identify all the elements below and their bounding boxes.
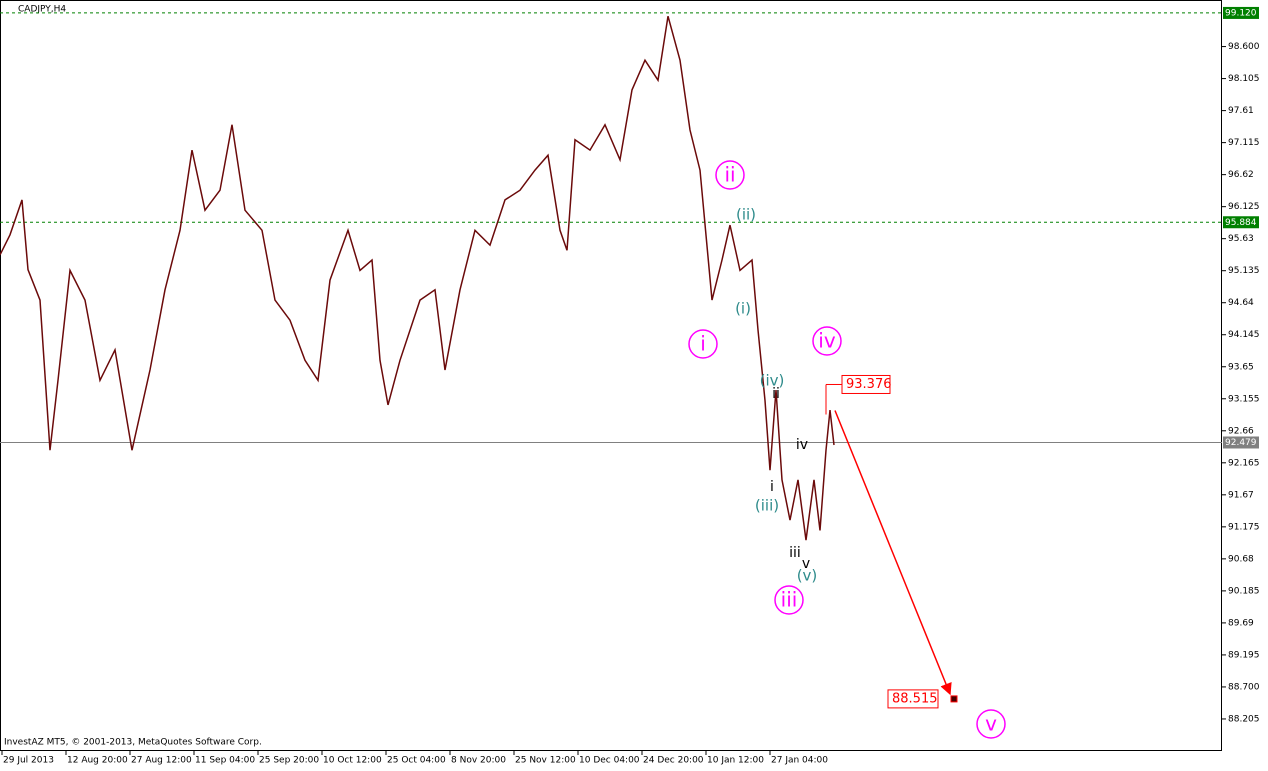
x-tick-label: 10 Dec 04:00 [579,756,640,766]
y-tick-label: 95.63 [1228,234,1254,244]
x-tick-label: 27 Aug 12:00 [131,756,192,766]
wave-label: (iii) [755,497,779,515]
wave-label: iv [818,329,836,353]
price-line-series [0,16,835,541]
chart-title: CADJPY,H4 [18,5,66,15]
x-tick-label: 8 Nov 20:00 [451,756,506,766]
y-tick-label: 88.205 [1228,714,1260,724]
projection-from-label: 93.376 [846,377,892,392]
x-tick-label: 25 Nov 12:00 [515,756,576,766]
wave-label: iii [781,588,798,612]
projection-to-label: 88.515 [892,691,938,706]
x-tick-label: 27 Jan 04:00 [771,756,828,766]
y-tick-label: 95.135 [1228,266,1260,276]
wave-label: (v) [797,567,818,585]
wave-label: i [700,332,706,356]
price-label: 95.884 [1225,218,1257,228]
x-tick-label: 12 Aug 20:00 [67,756,128,766]
wave-label: iii [789,545,801,561]
y-tick-label: 93.155 [1228,394,1260,404]
y-tick-label: 94.64 [1228,298,1254,308]
wave-label: iv [796,437,808,453]
projection-arrow [834,410,952,696]
plot-frame [0,0,1222,751]
y-tick-label: 92.165 [1228,458,1260,468]
wave-label: (i) [735,300,751,318]
wave-circle [812,326,842,356]
y-tick-label: 92.66 [1228,426,1254,436]
projection-to-box [887,689,939,709]
price-label: 92.479 [1225,438,1257,448]
y-tick-label: 91.175 [1228,522,1260,532]
y-tick-label: 94.145 [1228,330,1260,340]
y-tick-label: 98.105 [1228,74,1260,84]
x-tick-label: 25 Oct 04:00 [387,756,446,766]
wave-label: v [802,556,810,572]
wave-label: (iv) [760,372,785,390]
x-tick-label: 29 Jul 2013 [3,756,54,766]
y-tick-label: 90.68 [1228,554,1254,564]
y-tick-label: 96.125 [1228,202,1260,212]
wave-label: (ii) [736,206,756,224]
x-tick-label: 10 Oct 12:00 [323,756,382,766]
y-tick-label: 96.62 [1228,170,1254,180]
price-label-box [1223,436,1259,449]
price-label: 99.120 [1225,8,1257,18]
wave-circle [688,329,718,359]
wave-circle [715,160,745,190]
price-label-box [1223,6,1259,19]
wave-circle [774,585,804,615]
y-tick-label: 90.185 [1228,586,1260,596]
y-tick-label: 93.65 [1228,362,1254,372]
y-tick-label: 91.67 [1228,490,1254,500]
y-tick-label: 98.600 [1228,42,1260,52]
x-tick-label: 25 Sep 20:00 [259,756,319,766]
y-tick-label: 89.69 [1228,618,1254,628]
y-tick-label: 89.195 [1228,650,1260,660]
footer: InvestAZ MT5, © 2001-2013, MetaQuotes So… [4,738,262,748]
y-tick-label: 88.700 [1228,682,1260,692]
x-tick-label: 24 Dec 20:00 [643,756,704,766]
projection-from-box [841,374,891,394]
price-label-box [1223,216,1259,229]
x-tick-label: 10 Jan 12:00 [707,756,764,766]
wave-label: i [770,479,774,495]
wave-label: ii [772,386,780,402]
y-tick-label: 97.115 [1228,138,1260,148]
y-tick-label: 97.61 [1228,106,1254,116]
wave-label: ii [724,163,735,187]
wave-circle [976,709,1006,739]
wave-label: v [985,712,997,736]
projection-to-point [950,695,958,703]
x-tick-label: 11 Sep 04:00 [195,756,255,766]
